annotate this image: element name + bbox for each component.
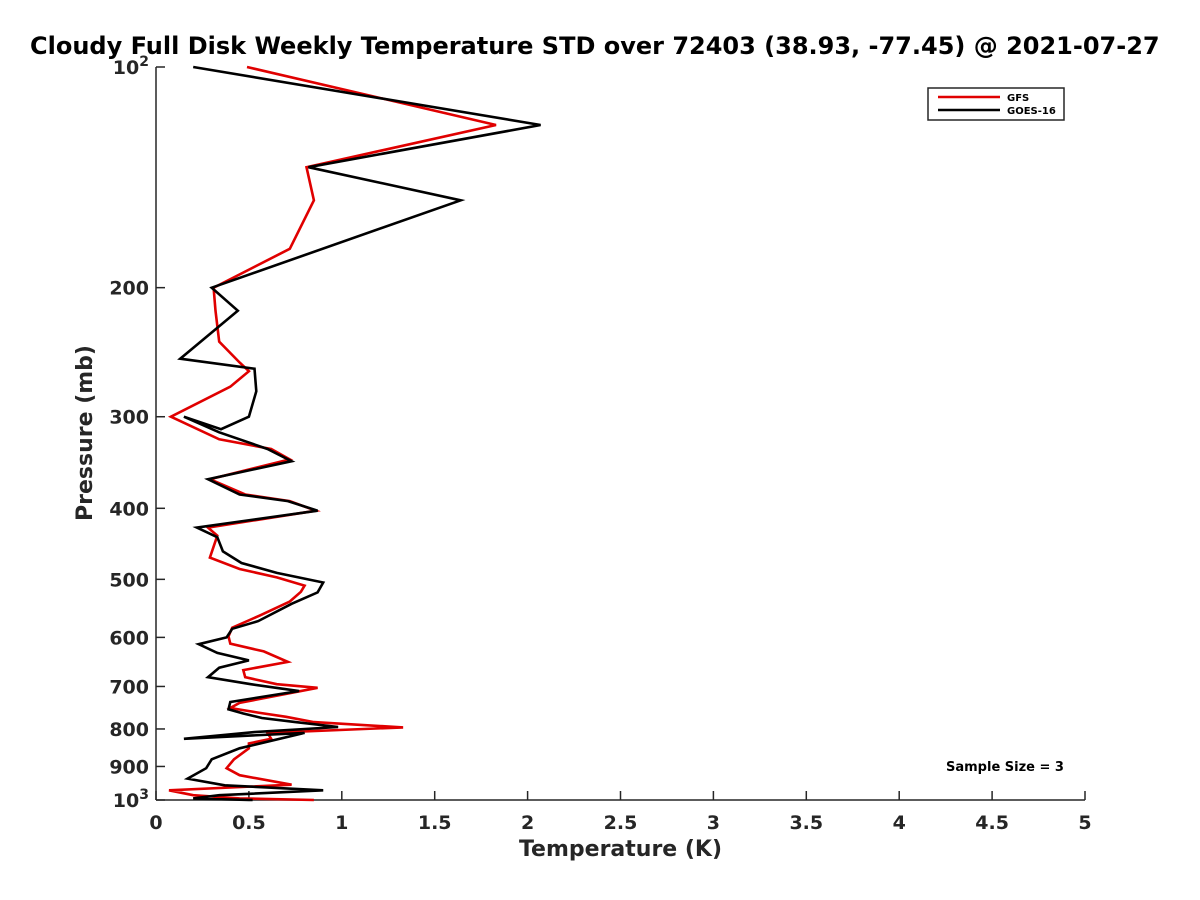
x-tick-label: 4 [893,812,906,834]
y-tick-label-base: 700 [109,676,149,698]
y-tick-label-base: 500 [109,569,149,591]
y-tick-label: 800 [109,719,149,741]
x-axis-ticks: 0 0.5 1 1.5 2 2.5 3 3.5 4 4.5 5 [149,791,1092,834]
legend: GFS GOES-16 [927,87,1065,121]
y-tick-label-exponent: 3 [139,787,149,803]
series-line-gfs [167,65,497,802]
y-tick-label: 500 [109,569,149,591]
y-tick-label: 102 [113,54,149,79]
y-tick-label-base: 200 [109,278,149,300]
legend-label: GFS [1007,93,1029,104]
y-tick-label-base: 400 [109,498,149,520]
y-tick-label-base: 10 [113,57,139,79]
y-tick-label: 700 [109,676,149,698]
y-tick-label-base: 600 [109,627,149,649]
legend-box [927,87,1065,121]
y-axis-label: Pressure (mb) [73,345,98,521]
x-tick-label: 4.5 [975,812,1009,834]
series-line-goes-16 [177,65,541,802]
x-tick-label: 3 [707,812,720,834]
x-tick-label: 1 [335,812,348,834]
x-tick-label: 0 [149,812,162,834]
y-tick-label: 600 [109,627,149,649]
y-tick-label: 300 [109,407,149,429]
y-tick-label: 103 [113,787,149,812]
x-tick-label: 1.5 [418,812,452,834]
y-tick-label: 400 [109,498,149,520]
y-tick-label-exponent: 2 [139,54,149,70]
x-axis-label: Temperature (K) [519,837,722,862]
x-tick-label: 2.5 [604,812,638,834]
y-tick-label-base: 800 [109,719,149,741]
legend-label: GOES-16 [1007,106,1056,117]
y-tick-label-base: 300 [109,407,149,429]
x-tick-label: 5 [1078,812,1091,834]
y-tick-label: 900 [109,756,149,778]
plot-area: 0 0.5 1 1.5 2 2.5 3 3.5 4 4.5 5 102200300400500600… [109,54,1091,834]
y-tick-label-base: 10 [113,790,139,812]
x-tick-label: 3.5 [789,812,823,834]
sample-size-annotation: Sample Size = 3 [946,760,1064,775]
chart-title: Cloudy Full Disk Weekly Temperature STD … [30,32,1160,60]
x-tick-label: 2 [521,812,534,834]
y-tick-label: 200 [109,278,149,300]
series-lines [167,65,541,802]
x-tick-label: 0.5 [232,812,266,834]
y-tick-label-base: 900 [109,756,149,778]
